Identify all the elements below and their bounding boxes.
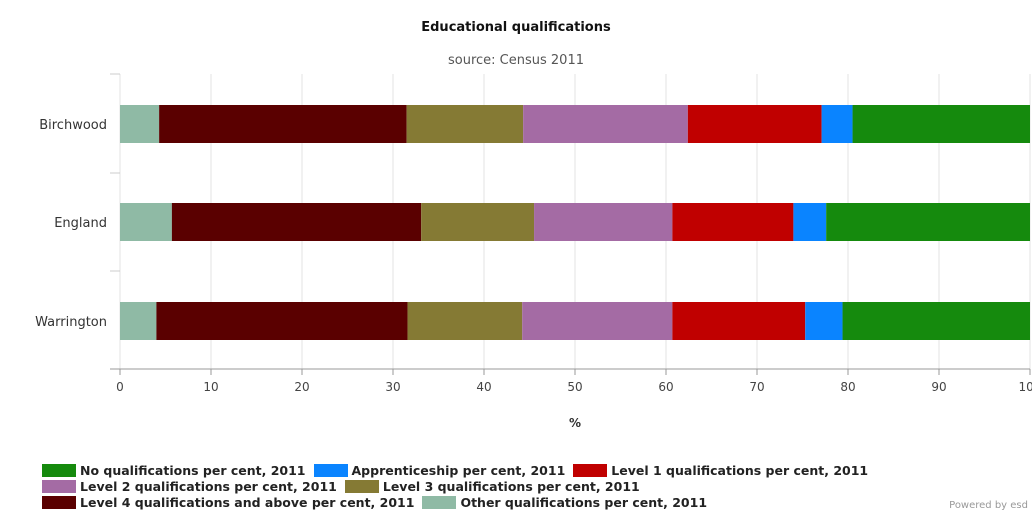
bar-segment[interactable] (120, 203, 172, 241)
legend-item[interactable]: Other qualifications per cent, 2011 (422, 492, 707, 511)
x-axis-label: % (569, 416, 581, 430)
bar-segment[interactable] (842, 302, 1030, 340)
legend-swatch (42, 480, 76, 493)
x-tick-label: 90 (931, 380, 946, 394)
category-labels: Birchwood England Warrington (35, 118, 107, 330)
legend-item[interactable]: Level 4 qualifications and above per cen… (42, 492, 414, 511)
credit-text: Powered by esd (949, 500, 1028, 511)
bar-segment[interactable] (120, 105, 160, 143)
category-label: Birchwood (39, 118, 107, 133)
x-tick-label: 20 (294, 380, 309, 394)
x-tick-label: 30 (385, 380, 400, 394)
bar-segment[interactable] (406, 105, 524, 143)
bars (120, 105, 1030, 340)
bar-segment[interactable] (805, 302, 843, 340)
bar-segment[interactable] (826, 203, 1030, 241)
bar-segment[interactable] (407, 302, 523, 340)
legend-item[interactable]: No qualifications per cent, 2011 (42, 460, 306, 479)
legend-swatch (422, 496, 457, 509)
legend-swatch (42, 496, 76, 509)
legend-row: Level 4 qualifications and above per cen… (42, 491, 982, 510)
bar-segment[interactable] (852, 105, 1030, 143)
category-label: England (54, 216, 107, 231)
legend-label: Other qualifications per cent, 2011 (460, 495, 708, 510)
legend-item[interactable]: Level 2 qualifications per cent, 2011 (42, 476, 337, 495)
bar-segment[interactable] (159, 105, 407, 143)
legend-label: Level 2 qualifications per cent, 2011 (80, 479, 337, 494)
legend: No qualifications per cent, 2011 Apprenti… (42, 459, 982, 510)
chart-subtitle: source: Census 2011 (448, 53, 584, 68)
legend-swatch (313, 464, 348, 477)
legend-item[interactable]: Apprenticeship per cent, 2011 (313, 460, 566, 479)
bar-segment[interactable] (421, 203, 535, 241)
x-tick-label: 0 (116, 380, 124, 394)
legend-label: Level 1 qualifications per cent, 2011 (611, 463, 869, 478)
x-tick-label: 60 (658, 380, 673, 394)
legend-label: Level 3 qualifications per cent, 2011 (382, 479, 640, 494)
bar-segment[interactable] (522, 302, 673, 340)
legend-item[interactable]: Level 3 qualifications per cent, 2011 (344, 476, 640, 495)
x-tick-label: 80 (840, 380, 855, 394)
x-axis: 0 10 20 30 40 50 60 70 80 90 100 (110, 368, 1032, 394)
legend-swatch (344, 480, 379, 493)
bar-segment[interactable] (672, 302, 806, 340)
bar-segment[interactable] (156, 302, 408, 340)
legend-item[interactable]: Level 1 qualifications per cent, 2011 (573, 460, 868, 479)
legend-row: No qualifications per cent, 2011 Apprenti… (42, 459, 982, 478)
legend-label: No qualifications per cent, 2011 (80, 463, 306, 478)
chart-title: Educational qualifications (421, 20, 611, 35)
x-tick-label: 70 (749, 380, 764, 394)
bar-segment[interactable] (793, 203, 827, 241)
bar-segment[interactable] (687, 105, 822, 143)
category-label: Warrington (35, 315, 107, 330)
bar-segment[interactable] (523, 105, 688, 143)
legend-label: Apprenticeship per cent, 2011 (351, 463, 566, 478)
x-tick-label: 10 (203, 380, 218, 394)
legend-row: Level 2 qualifications per cent, 2011 Lev… (42, 475, 982, 494)
bar-segment[interactable] (672, 203, 794, 241)
legend-label: Level 4 qualifications and above per cen… (80, 495, 415, 510)
x-tick-label: 40 (476, 380, 491, 394)
bar-segment[interactable] (171, 203, 422, 241)
bar-segment[interactable] (534, 203, 673, 241)
bar-segment[interactable] (821, 105, 853, 143)
legend-swatch (573, 464, 608, 477)
x-tick-label: 100 (1019, 380, 1032, 394)
legend-swatch (42, 464, 76, 477)
x-tick-label: 50 (567, 380, 582, 394)
bar-segment[interactable] (120, 302, 157, 340)
